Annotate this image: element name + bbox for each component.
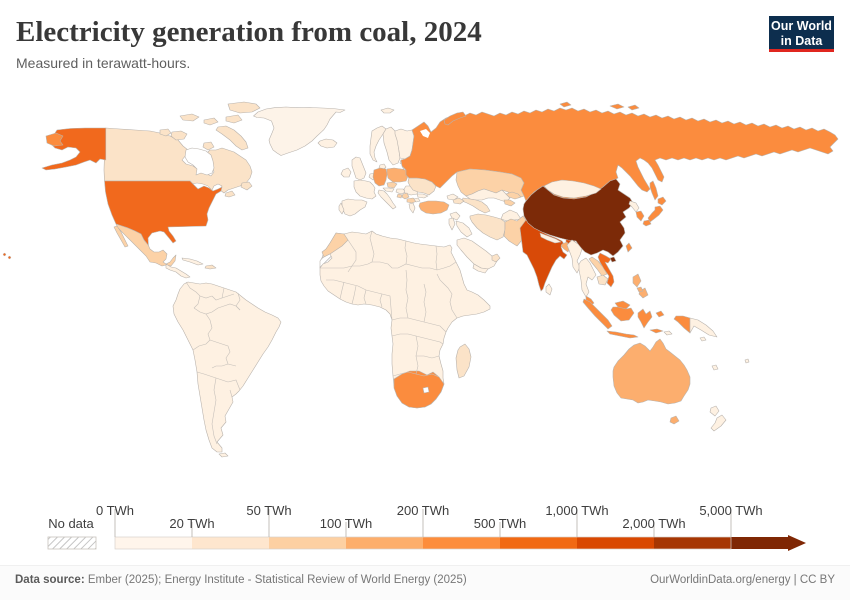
svg-text:50 TWh: 50 TWh	[246, 503, 291, 518]
svg-text:0 TWh: 0 TWh	[96, 503, 134, 518]
svg-text:100 TWh: 100 TWh	[320, 516, 373, 531]
svg-text:200 TWh: 200 TWh	[397, 503, 450, 518]
svg-text:500 TWh: 500 TWh	[474, 516, 527, 531]
svg-text:1,000 TWh: 1,000 TWh	[545, 503, 608, 518]
svg-text:No data: No data	[48, 516, 94, 531]
svg-text:20 TWh: 20 TWh	[169, 516, 214, 531]
svg-text:5,000 TWh: 5,000 TWh	[699, 503, 762, 518]
svg-text:2,000 TWh: 2,000 TWh	[622, 516, 685, 531]
